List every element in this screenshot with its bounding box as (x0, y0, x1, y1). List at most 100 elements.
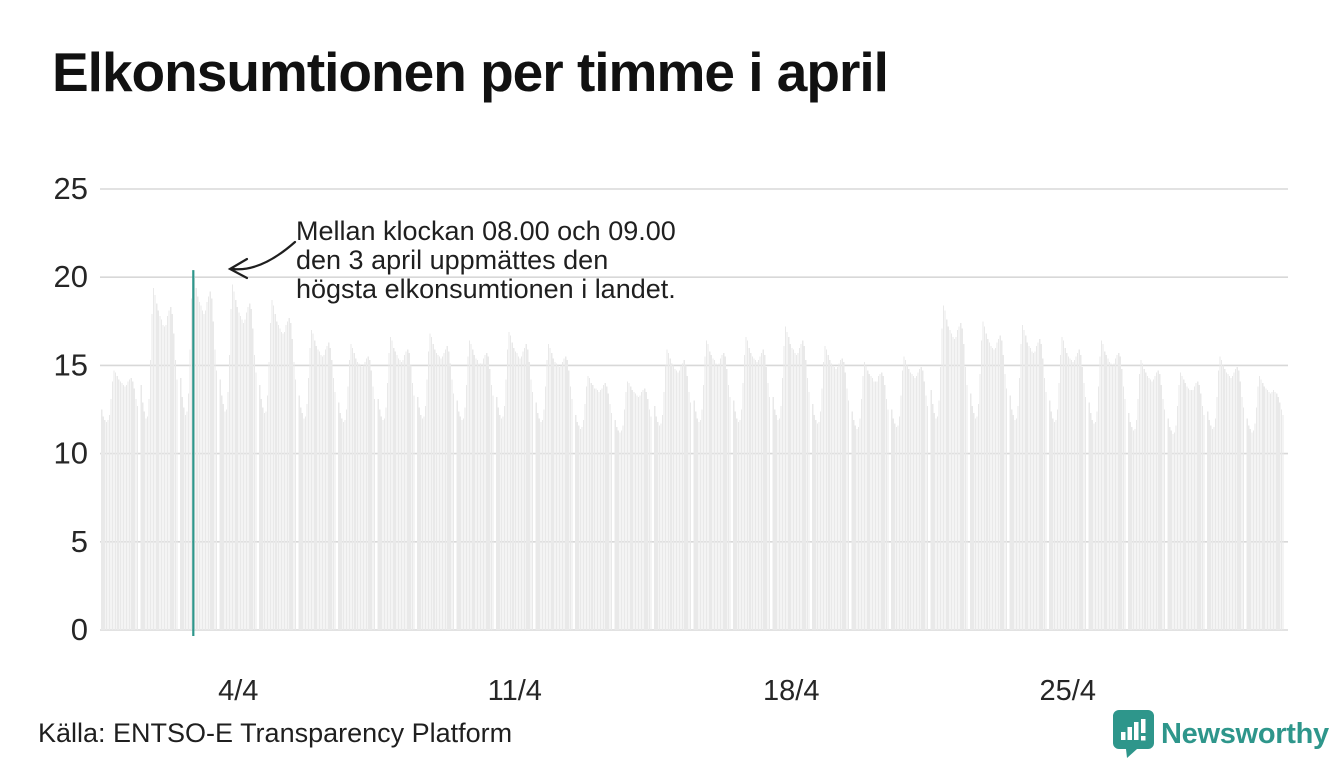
hour-bar (184, 414, 186, 630)
hour-bar (860, 398, 863, 630)
hour-bar (953, 338, 956, 630)
hour-bar (214, 349, 216, 630)
hour-bar (678, 370, 681, 630)
hour-bar (795, 354, 798, 630)
hour-bar (1163, 409, 1165, 630)
hour-bar (955, 337, 957, 630)
hour-bar (778, 418, 780, 630)
hour-bar (854, 425, 856, 630)
hour-bar (1274, 391, 1276, 630)
hour-bar (402, 360, 404, 630)
hour-bar (994, 347, 997, 630)
hour-bar (1004, 374, 1006, 630)
hour-bar (236, 307, 238, 630)
hour-bar (136, 405, 138, 630)
hour-bar (1217, 370, 1220, 630)
hour-bar (153, 287, 155, 630)
hour-bar (1034, 351, 1036, 630)
hour-bar (233, 291, 235, 630)
hour-bar (799, 347, 801, 630)
hour-bar (1084, 397, 1086, 630)
hour-bar (669, 358, 671, 630)
hour-bar (502, 416, 504, 630)
hour-bar (171, 314, 173, 630)
hour-bar (557, 365, 559, 630)
hour-bar (294, 379, 296, 630)
hour-bar (802, 340, 804, 630)
hour-bar (1064, 347, 1066, 630)
hour-bar (306, 404, 308, 630)
hour-bar (957, 330, 959, 630)
hour-bar (344, 420, 346, 630)
hour-bar (1222, 365, 1224, 630)
hour-bar (998, 338, 1000, 630)
hour-bar (145, 418, 147, 630)
hour-bar (718, 363, 720, 630)
hour-bar (345, 409, 348, 630)
hour-bar (431, 337, 433, 630)
hour-bar (321, 356, 324, 630)
hour-bar (388, 353, 390, 630)
hour-bar (710, 354, 712, 630)
hour-bar (1107, 358, 1109, 630)
hour-bar (808, 391, 810, 630)
hour-bar (946, 319, 948, 630)
hour-bar (696, 418, 698, 630)
hour-bar (761, 353, 763, 630)
hour-bar (1167, 418, 1169, 630)
hour-bar (514, 351, 516, 630)
hour-bar (1228, 375, 1231, 630)
hour-bar (1131, 427, 1133, 630)
hour-bar (1184, 383, 1186, 630)
hour-bar (668, 353, 670, 630)
hour-bar (1017, 405, 1019, 630)
hour-bar (1028, 346, 1030, 630)
hour-bar (541, 420, 543, 630)
hour-bar (642, 390, 644, 630)
hour-bar (421, 418, 423, 630)
hour-bar (1108, 361, 1110, 630)
hour-bar (195, 287, 197, 630)
hour-bar (279, 328, 281, 630)
hour-bar (546, 360, 548, 630)
hour-bar (762, 349, 764, 630)
hour-bar (1009, 395, 1011, 630)
hour-bar (154, 294, 156, 630)
hour-bar (132, 381, 134, 630)
hour-bar (1043, 377, 1045, 630)
hour-bar (260, 398, 262, 630)
hour-bar (300, 407, 302, 630)
hour-bar (544, 386, 547, 630)
hour-bar (1241, 397, 1243, 630)
hour-bar (657, 421, 659, 630)
hour-bar (926, 405, 928, 630)
hour-bar (625, 391, 627, 630)
hour-bar (964, 367, 966, 630)
hour-bar (654, 405, 656, 630)
hour-bar (527, 349, 529, 630)
hour-bar (1121, 368, 1123, 630)
hour-bar (664, 365, 667, 630)
hour-bar (524, 347, 526, 630)
hour-bar (358, 363, 360, 630)
hour-bar (832, 365, 834, 630)
hour-bar (788, 337, 790, 630)
bar-chart-speech-bubble-icon (1113, 710, 1154, 758)
hour-bar (190, 298, 193, 630)
hour-bar (1099, 356, 1101, 630)
hour-bar (645, 391, 647, 630)
hour-bar (1029, 347, 1031, 630)
hour-bar (879, 374, 881, 630)
hour-bar (222, 404, 224, 630)
hour-bar (892, 418, 894, 630)
hour-bar (273, 305, 275, 630)
hour-bar (765, 367, 767, 630)
hour-bar (1152, 379, 1155, 630)
hour-bar (1083, 383, 1085, 630)
hour-bar (244, 319, 246, 630)
hour-bar (606, 386, 608, 630)
hour-bar (1072, 361, 1074, 630)
hour-bar (846, 388, 848, 630)
hour-bar (706, 340, 708, 630)
hour-bar (287, 321, 289, 630)
